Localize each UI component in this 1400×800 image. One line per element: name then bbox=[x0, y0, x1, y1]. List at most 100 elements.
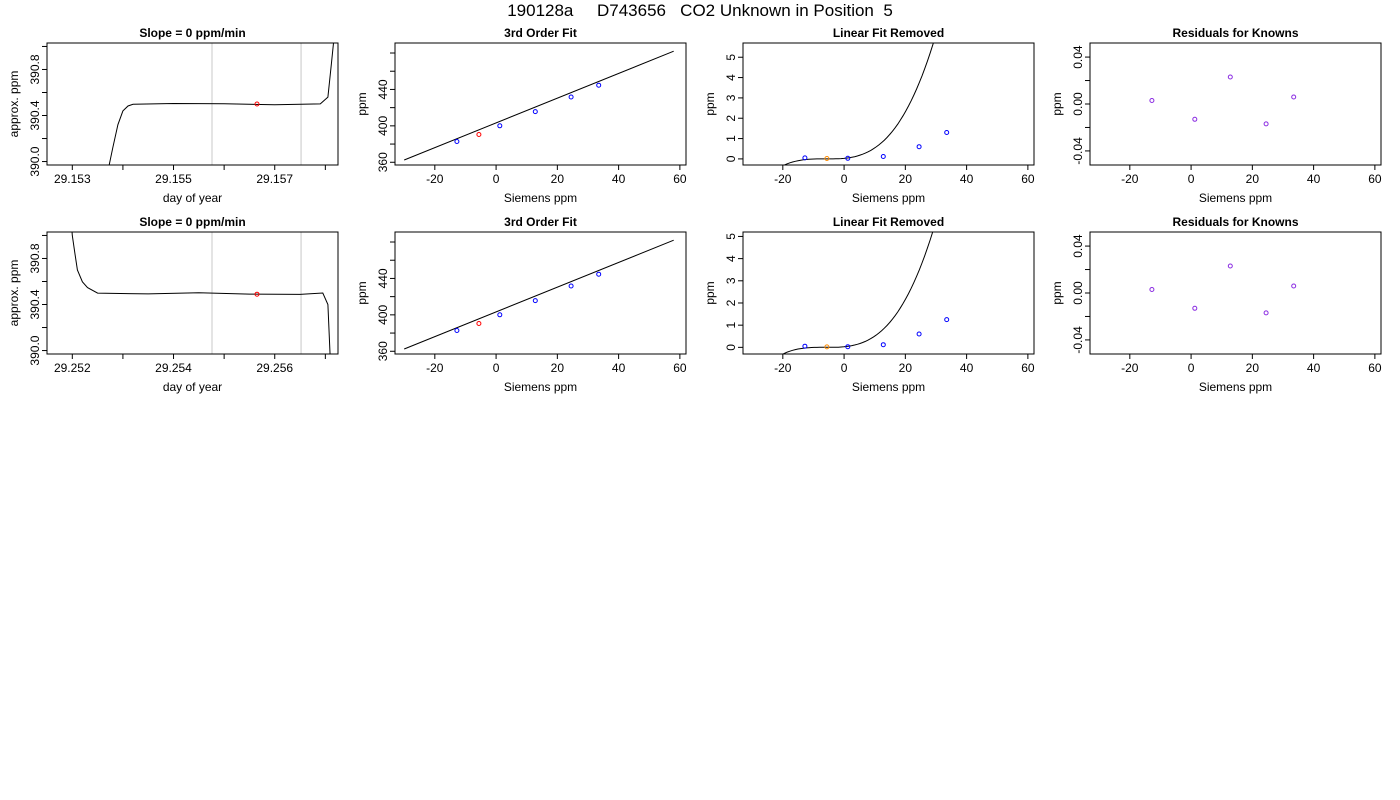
y-tick-label: 390.0 bbox=[28, 335, 42, 365]
known-point bbox=[880, 342, 886, 348]
unknown-point bbox=[254, 101, 260, 107]
x-axis-label: Siemens ppm bbox=[1199, 191, 1272, 205]
cubic-curve bbox=[781, 232, 934, 354]
x-tick-label: 40 bbox=[1307, 361, 1321, 375]
panel-8: Residuals for Knowns -20 0 20 40 60 -0.04 0.00 0… bbox=[1050, 215, 1382, 394]
y-axis-label: ppm bbox=[703, 281, 717, 304]
y-tick-label: -0.04 bbox=[1071, 137, 1085, 165]
x-tick-label: 40 bbox=[960, 361, 974, 375]
x-tick-label: -20 bbox=[426, 172, 444, 186]
residual-point bbox=[1149, 98, 1155, 103]
residual-point bbox=[1291, 283, 1297, 289]
x-axis-label: Siemens ppm bbox=[504, 191, 577, 205]
residual-point bbox=[1227, 74, 1233, 80]
residual-point bbox=[1263, 121, 1269, 127]
x-tick-label: -20 bbox=[774, 172, 792, 186]
y-tick-label: 5 bbox=[724, 233, 738, 240]
y-tick-label: 390.8 bbox=[28, 54, 42, 84]
x-tick-label: 20 bbox=[899, 361, 913, 375]
y-axis-label: approx. ppm bbox=[7, 71, 21, 138]
x-tick-label: 20 bbox=[899, 172, 913, 186]
known-point bbox=[845, 344, 851, 350]
panel-title: 3rd Order Fit bbox=[504, 26, 577, 40]
y-tick-label: 0 bbox=[724, 155, 738, 162]
known-point bbox=[944, 130, 950, 135]
known-point bbox=[845, 155, 851, 161]
panel-6: 3rd Order Fit -20 0 20 40 60 360 400 440 Siemens … bbox=[355, 215, 687, 394]
x-tick-label: 29.256 bbox=[256, 361, 293, 375]
x-tick-label: -20 bbox=[1121, 172, 1139, 186]
x-tick-label: 29.252 bbox=[54, 361, 91, 375]
y-tick-label: 4 bbox=[724, 255, 738, 262]
x-tick-label: 60 bbox=[673, 172, 687, 186]
cubic-curve bbox=[783, 43, 934, 165]
x-tick-label: 0 bbox=[493, 361, 500, 375]
plot-frame bbox=[1089, 231, 1382, 355]
known-point bbox=[497, 123, 503, 129]
y-tick-label: -0.04 bbox=[1071, 326, 1085, 354]
known-point bbox=[596, 271, 602, 277]
x-tick-label: 0 bbox=[1188, 172, 1195, 186]
unknown-point bbox=[254, 291, 260, 297]
known-point bbox=[568, 283, 574, 289]
x-tick-label: 40 bbox=[1307, 172, 1321, 186]
panel-title: 3rd Order Fit bbox=[504, 215, 577, 229]
y-tick-label: 440 bbox=[376, 79, 390, 99]
y-axis-label: ppm bbox=[1050, 281, 1064, 304]
panel-4: Residuals for Knowns -20 0 20 40 60 -0.04 0.00 0… bbox=[1050, 26, 1382, 205]
x-axis-label: Siemens ppm bbox=[1199, 380, 1272, 394]
panel-title: Linear Fit Removed bbox=[833, 26, 944, 40]
panel-1: Slope = 0 ppm/min 29.153 29.155 29.157 390.0… bbox=[7, 26, 339, 205]
x-tick-label: -20 bbox=[1121, 361, 1139, 375]
panel-title: Slope = 0 ppm/min bbox=[139, 215, 245, 229]
ppm-trace-line bbox=[108, 43, 335, 165]
x-tick-label: 29.153 bbox=[54, 172, 91, 186]
x-tick-label: 60 bbox=[1021, 361, 1035, 375]
residual-point bbox=[1192, 116, 1198, 122]
unknown-point bbox=[476, 321, 482, 326]
x-tick-label: 29.254 bbox=[155, 361, 192, 375]
residual-point bbox=[1192, 305, 1198, 311]
panel-3: Linear Fit Removed -20 0 20 40 60 0 1 2 3 4 5 Siemen… bbox=[703, 26, 1035, 205]
y-axis-label: ppm bbox=[355, 281, 369, 304]
x-tick-label: 60 bbox=[1368, 172, 1382, 186]
y-tick-label: 0.00 bbox=[1071, 281, 1085, 305]
panel-title: Slope = 0 ppm/min bbox=[139, 26, 245, 40]
x-tick-label: 40 bbox=[612, 361, 626, 375]
plot-area bbox=[71, 232, 331, 354]
known-point bbox=[454, 328, 460, 333]
x-tick-label: 20 bbox=[1246, 361, 1260, 375]
residual-point bbox=[1263, 310, 1269, 316]
known-point bbox=[596, 82, 602, 88]
x-tick-label: 0 bbox=[1188, 361, 1195, 375]
plot-area bbox=[108, 43, 335, 165]
y-tick-label: 390.0 bbox=[28, 146, 42, 176]
y-tick-label: 0.00 bbox=[1071, 92, 1085, 116]
y-axis-label: approx. ppm bbox=[7, 260, 21, 327]
known-point bbox=[880, 154, 886, 159]
x-tick-label: 40 bbox=[960, 172, 974, 186]
residual-point bbox=[1149, 287, 1155, 292]
y-tick-label: 3 bbox=[724, 277, 738, 284]
plot-frame bbox=[742, 42, 1035, 166]
y-tick-label: 360 bbox=[376, 152, 390, 172]
y-tick-label: 0.04 bbox=[1071, 234, 1085, 258]
plot-area bbox=[404, 239, 674, 350]
plot-area bbox=[404, 50, 674, 161]
panel-5: Slope = 0 ppm/min 29.252 29.254 29.256 390.0… bbox=[7, 215, 339, 394]
x-tick-label: 20 bbox=[551, 172, 565, 186]
x-tick-label: 60 bbox=[1021, 172, 1035, 186]
x-tick-label: 60 bbox=[673, 361, 687, 375]
y-tick-label: 1 bbox=[724, 322, 738, 329]
figure-title: 190128a D743656 CO2 Unknown in Position … bbox=[507, 1, 893, 20]
y-axis-label: ppm bbox=[355, 92, 369, 115]
known-point bbox=[568, 94, 574, 100]
x-tick-label: 60 bbox=[1368, 361, 1382, 375]
x-tick-label: 40 bbox=[612, 172, 626, 186]
y-axis-label: ppm bbox=[703, 92, 717, 115]
y-tick-label: 2 bbox=[724, 115, 738, 122]
known-point bbox=[802, 343, 808, 349]
y-tick-label: 390.4 bbox=[28, 289, 42, 319]
panel-title: Linear Fit Removed bbox=[833, 215, 944, 229]
plot-area bbox=[1149, 74, 1297, 127]
